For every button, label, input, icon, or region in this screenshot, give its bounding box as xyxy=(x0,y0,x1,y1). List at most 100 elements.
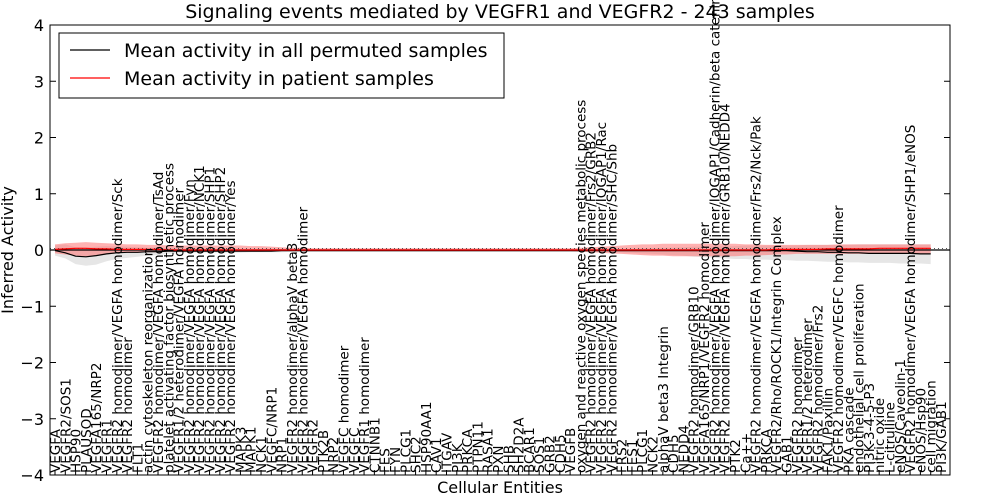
legend-box xyxy=(58,32,505,99)
category-label: VEGFR2 homodimer/alphaV beta3 xyxy=(285,243,301,473)
category-label: MAPK1 xyxy=(244,427,260,473)
y-axis-ticks: −4 −3 −2 −1 0 1 2 3 4 xyxy=(20,16,950,485)
category-label: SH2D2A xyxy=(512,417,528,473)
category-label: ITGAV xyxy=(440,432,456,473)
category-label: platelet activating factor biosynthetic … xyxy=(161,163,177,473)
category-label: MAPK3 xyxy=(233,427,249,473)
y-tick-label: 4 xyxy=(34,16,44,35)
category-label: VEGFR2 homodimer/VEGFA homodimer/GRB10/N… xyxy=(718,103,734,473)
category-label: VEGFC xyxy=(347,428,363,473)
category-label: VEGFR2 homodimer/GRB10 xyxy=(687,286,703,473)
category-label: VEGFR2 homodimer/VEGFA homodimer/SHP2 xyxy=(213,167,229,473)
category-label: VEGFR1/2 heterodimer xyxy=(800,318,816,473)
category-label: PI3K/GAB1 xyxy=(934,401,950,473)
category-label: NEDD4 xyxy=(676,425,692,473)
series-line-1 xyxy=(54,247,931,251)
category-label: HSP90AA1 xyxy=(419,402,435,473)
category-label: L-citrulline xyxy=(883,402,899,473)
legend-label-patient: Mean activity in patient samples xyxy=(124,68,434,90)
category-label: FYN xyxy=(388,447,404,473)
category-label: VEGFR2 homodimer/VEGFA homodimer/SHP1/eN… xyxy=(903,125,919,473)
category-label: VEGFR2 homodimer/VEGFA homodimer/Frs2/GR… xyxy=(584,132,600,473)
category-label: nitric oxide xyxy=(872,398,888,473)
category-label: FLT1 xyxy=(130,443,146,473)
category-label: VEGFR1 xyxy=(100,419,116,473)
category-label: VEGFR2 homodimer/VEGFA homodimer/Yes xyxy=(223,180,239,473)
category-label: VEGFB xyxy=(563,428,579,473)
category-label: eNOS/Caveolin-1 xyxy=(893,359,909,473)
category-label: alphaV beta3 Integrin xyxy=(656,326,672,473)
category-label: SOS1 xyxy=(532,437,548,473)
category-label: CDH5 xyxy=(553,434,569,473)
y-tick-label: −1 xyxy=(20,297,44,316)
category-label: endothelial cell proliferation xyxy=(852,283,868,473)
category-label: VEGFR2 homodimer/VEGFA homodimer/Fyn xyxy=(182,179,198,473)
category-label: VEGFR1/2 heterodimer/VEGFA homodimer xyxy=(172,187,188,473)
category-label: VEGFR2 homodimer xyxy=(120,337,136,473)
category-label: VEGFA xyxy=(48,428,64,473)
y-axis-label: Inferred Activity xyxy=(0,186,17,314)
category-label: PLAUSOD xyxy=(79,408,95,473)
category-label: CTNNB1 xyxy=(367,417,383,473)
category-label: HSP90 xyxy=(69,429,85,473)
category-label: PLCG1 xyxy=(398,429,414,473)
category-label: VEGFR2 homodimer/VEGFC homodimer xyxy=(831,205,847,473)
category-label: VEGFR2 homodimer/Frs2 xyxy=(810,305,826,473)
category-label: PI3K-3-4-5-P3 xyxy=(862,383,878,473)
category-label: VEGFR2 homodimer/VEGFA homodimer/Frs2/Nc… xyxy=(749,116,765,473)
category-label: CAV1 xyxy=(429,437,445,473)
category-label: FAK1/Paxillin xyxy=(821,388,837,473)
category-label: PTK2 xyxy=(728,439,744,473)
y-tick-label: −2 xyxy=(20,354,44,373)
category-label: VEGFR2 homodimer/VEGFA homodimer/TsAd xyxy=(151,172,167,473)
category-label: VEGFR2 xyxy=(306,419,322,473)
category-label: actin cytoskeleton reorganization xyxy=(141,248,157,473)
category-label: VEGFR2 homodimer/VEGFA homodimer/IQGAP1/… xyxy=(707,0,723,473)
category-label: VEGFR2 homodimer/VEGFA homodimer/SHC/Shb xyxy=(604,144,620,473)
chart-title: Signaling events mediated by VEGFR1 and … xyxy=(185,1,815,23)
category-label: PXN xyxy=(491,446,507,474)
category-label: Ca++ xyxy=(738,433,754,473)
y-tick-label: 3 xyxy=(34,72,44,91)
category-label: VEGFA165/NRP1/VEGFR2 homodimer xyxy=(697,222,713,473)
category-label: CDH5 xyxy=(666,434,682,473)
category-label: RASA1 xyxy=(481,428,497,473)
category-label: VEGFR1 homodimer xyxy=(357,337,373,473)
category-label: VEGFC homodimer xyxy=(337,345,353,473)
y-tick-label: 0 xyxy=(34,241,44,260)
category-label: VEGFR2 homodimer xyxy=(790,337,806,473)
legend: Mean activity in all permuted samples Me… xyxy=(58,32,505,99)
category-label: PTPN11 xyxy=(470,421,486,473)
category-label: VEGFR2/SOS1 xyxy=(58,378,74,473)
category-label: PLCG1 xyxy=(635,429,651,473)
category-label: SHC2 xyxy=(409,436,425,473)
category-label: PRKCA xyxy=(759,428,775,473)
category-label: PI3K xyxy=(450,442,466,473)
category-label: SHB xyxy=(501,445,517,473)
category-label: NCK1 xyxy=(254,436,270,473)
category-label: GRB2 xyxy=(543,435,559,473)
category-label: NRP2 xyxy=(326,437,342,473)
category-label: FRS2 xyxy=(615,439,631,473)
category-label: PRKCA xyxy=(460,428,476,473)
series-lines xyxy=(50,247,950,258)
category-label: VEGFR2/Rho/ROCK1/Integrin Complex xyxy=(769,216,785,473)
category-label: FES xyxy=(378,448,394,473)
plot-frame xyxy=(49,24,951,476)
category-label: VEGFR2 homodimer/VEGFA homodimer/SHP1 xyxy=(203,167,219,473)
category-label: VEGFA165/NRP2 xyxy=(89,362,105,473)
category-label: BCAR1 xyxy=(522,427,538,473)
legend-label-permuted: Mean activity in all permuted samples xyxy=(124,40,487,62)
category-label: GAB1 xyxy=(780,435,796,473)
y-tick-label: −4 xyxy=(20,466,44,485)
category-label: VEGFR2 homodimer/VEGFA homodimer/Sck xyxy=(110,178,126,473)
category-label: eNOS/Hsp90 xyxy=(913,388,929,473)
y-tick-label: −3 xyxy=(20,410,44,429)
category-label: VEGFC/NRP1 xyxy=(264,387,280,473)
category-label: oxygen and reactive oxygen species metab… xyxy=(573,100,589,473)
x-axis-label: Cellular Entities xyxy=(437,478,563,497)
category-labels: VEGFAVEGFR2/SOS1HSP90PLAUSODVEGFA165/NRP… xyxy=(48,0,950,475)
category-label: VEGFR2 homodimer/VEGFA homodimer xyxy=(295,206,311,473)
category-label: NRP1 xyxy=(275,437,291,473)
